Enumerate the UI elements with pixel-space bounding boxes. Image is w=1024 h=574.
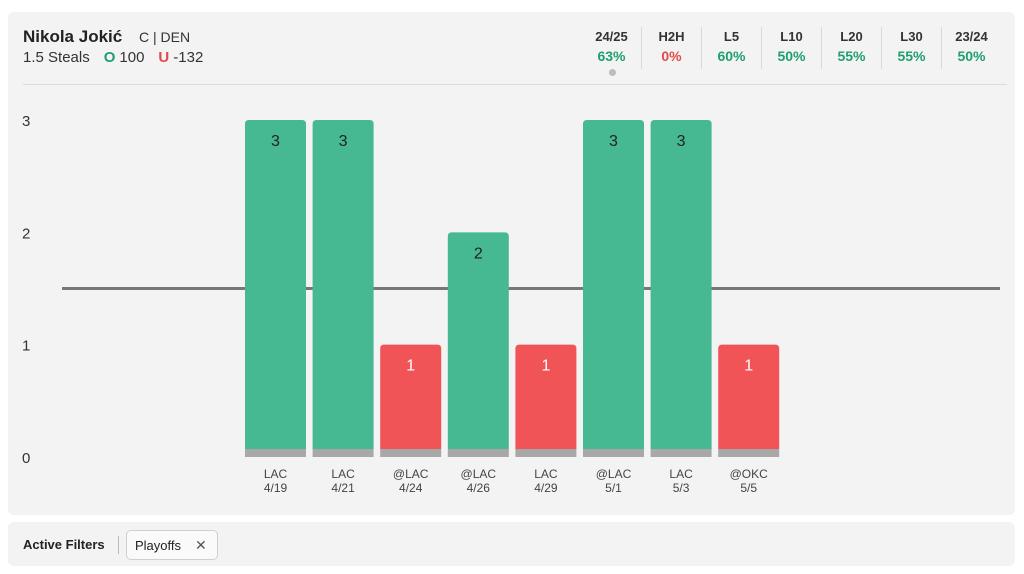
bar <box>380 344 442 449</box>
player-position-team: C | DEN <box>139 29 191 45</box>
under-mark: U <box>158 49 170 66</box>
filter-chip-playoffs[interactable]: Playoffs ✕ <box>126 530 218 560</box>
x-tick-opponent: @LAC <box>393 467 429 481</box>
bar-base <box>650 449 712 457</box>
active-filters-label: Active Filters <box>23 537 105 552</box>
x-tick-opponent: @LAC <box>461 467 497 481</box>
tab-hit-rate: 50% <box>777 48 806 64</box>
bar <box>583 120 644 449</box>
tab-24-25[interactable]: 24/25 63% <box>582 27 641 76</box>
selected-indicator <box>608 69 616 76</box>
x-tick-date: 4/21 <box>331 481 355 495</box>
y-tick-label: 3 <box>22 113 30 130</box>
bar-value-label: 1 <box>406 358 415 375</box>
x-tick-date: 4/19 <box>264 481 288 495</box>
tab-hit-rate: 60% <box>717 48 746 64</box>
bar-base <box>718 449 780 457</box>
tab-h2h[interactable]: H2H 0% <box>641 27 701 69</box>
tab-l10[interactable]: L10 50% <box>761 27 821 69</box>
bar <box>650 120 712 449</box>
tab-label: L20 <box>840 29 863 44</box>
bar-base <box>583 449 644 457</box>
x-tick-date: 5/3 <box>673 481 690 495</box>
tab-label: H2H <box>658 29 685 44</box>
x-tick-date: 4/29 <box>534 481 558 495</box>
bar-base <box>312 449 374 457</box>
x-tick-opponent: @OKC <box>730 467 769 481</box>
bar-value-label: 3 <box>271 133 280 150</box>
tab-hit-rate: 0% <box>661 48 682 64</box>
under-odds[interactable]: -132 <box>173 49 204 66</box>
x-tick-opponent: LAC <box>264 467 288 481</box>
tab-23-24[interactable]: 23/24 50% <box>941 27 1001 69</box>
filters-divider <box>118 536 119 554</box>
close-icon[interactable]: ✕ <box>195 536 207 553</box>
over-mark: O <box>103 49 116 66</box>
bar-base <box>245 449 306 457</box>
player-name: Nikola Jokić <box>23 27 123 46</box>
filter-chip-label: Playoffs <box>135 537 182 553</box>
x-tick-opponent: LAC <box>669 467 693 481</box>
prop-line-row: 1.5 Steals O 100 U -132 <box>23 49 203 66</box>
tab-label: 24/25 <box>595 29 628 44</box>
bar <box>718 344 780 449</box>
y-tick-label: 2 <box>22 225 30 242</box>
prop-card: Nikola Jokić C | DEN 1.5 Steals O 100 U … <box>8 12 1015 515</box>
x-tick-date: 4/24 <box>399 481 423 495</box>
hit-rate-tabs: 24/25 63% H2H 0% L5 60% L10 50% L20 55% L30 55% 23/2… <box>582 27 1001 76</box>
x-tick-date: 5/5 <box>740 481 757 495</box>
tab-hit-rate: 50% <box>957 48 986 64</box>
tab-hit-rate: 63% <box>597 48 626 64</box>
x-tick-opponent: @LAC <box>596 467 632 481</box>
bar-value-label: 2 <box>474 245 483 262</box>
bar <box>447 232 509 449</box>
tab-l5[interactable]: L5 60% <box>701 27 761 69</box>
bar-base <box>380 449 442 457</box>
y-tick-label: 1 <box>22 338 30 355</box>
bar-value-label: 3 <box>677 133 686 150</box>
bar-base <box>447 449 509 457</box>
tab-label: L30 <box>900 29 923 44</box>
x-tick-opponent: LAC <box>331 467 355 481</box>
bar-value-label: 1 <box>541 358 550 375</box>
header-divider <box>23 84 1007 85</box>
over-odds[interactable]: 100 <box>119 49 145 66</box>
bar <box>312 120 374 449</box>
active-filters-bar: Active Filters Playoffs ✕ <box>8 522 1015 566</box>
prop-line: 1.5 Steals <box>23 49 90 66</box>
bar <box>515 344 577 449</box>
x-tick-date: 4/26 <box>467 481 491 495</box>
bar-value-label: 1 <box>744 358 753 375</box>
tab-label: 23/24 <box>955 29 988 44</box>
tab-l20[interactable]: L20 55% <box>821 27 881 69</box>
tab-hit-rate: 55% <box>897 48 926 64</box>
x-tick-date: 5/1 <box>605 481 622 495</box>
bar-value-label: 3 <box>339 133 348 150</box>
tab-label: L10 <box>780 29 803 44</box>
steals-bar-chart: 01233LAC4/193LAC4/211@LAC4/242@LAC4/261L… <box>22 113 1000 495</box>
tab-hit-rate: 55% <box>837 48 866 64</box>
x-tick-opponent: LAC <box>534 467 558 481</box>
bar <box>245 120 306 449</box>
bar-value-label: 3 <box>609 133 618 150</box>
y-tick-label: 0 <box>22 450 30 467</box>
bar-base <box>515 449 577 457</box>
tab-label: L5 <box>723 29 740 44</box>
tab-l30[interactable]: L30 55% <box>881 27 941 69</box>
